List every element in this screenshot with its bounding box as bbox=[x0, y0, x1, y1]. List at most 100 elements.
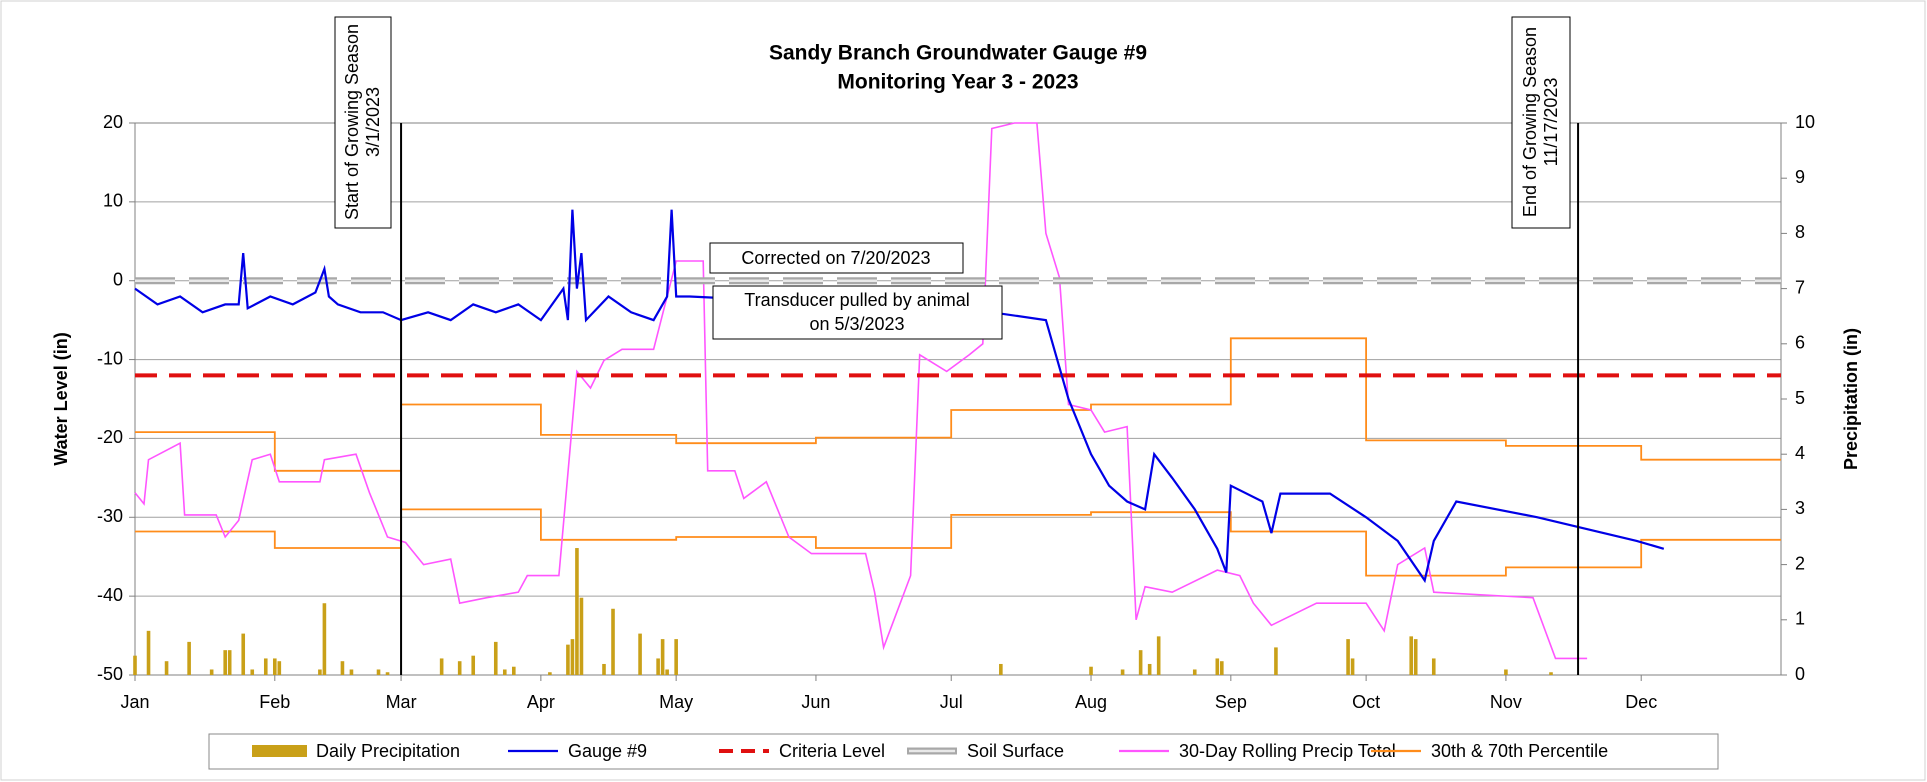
precip-bar bbox=[579, 597, 584, 675]
precip-bar bbox=[665, 669, 669, 675]
y2-tick-label: 6 bbox=[1795, 333, 1805, 353]
y-tick-label: 20 bbox=[103, 112, 123, 132]
y-tick-label: -50 bbox=[97, 664, 123, 684]
y2-tick-label: 8 bbox=[1795, 222, 1805, 242]
precip-bar bbox=[376, 669, 381, 675]
precip-bar bbox=[1192, 669, 1197, 675]
x-tick-label: Nov bbox=[1490, 692, 1522, 712]
precip-bar bbox=[1089, 666, 1093, 675]
precip-bar bbox=[241, 633, 246, 675]
annotation-date: 3/1/2023 bbox=[363, 87, 383, 157]
precip-bar bbox=[674, 639, 678, 675]
precip-bar bbox=[999, 663, 1003, 675]
y2-tick-label: 10 bbox=[1795, 112, 1815, 132]
precip-bar bbox=[1138, 650, 1143, 675]
precip-bar bbox=[187, 641, 191, 675]
precip-bar bbox=[146, 630, 151, 675]
legend-label: 30th & 70th Percentile bbox=[1431, 741, 1608, 761]
x-tick-label: Sep bbox=[1215, 692, 1247, 712]
y2-tick-label: 0 bbox=[1795, 664, 1805, 684]
precip-bar bbox=[385, 672, 390, 675]
y-tick-label: 0 bbox=[113, 269, 123, 289]
precip-bar bbox=[570, 639, 575, 675]
x-tick-label: Aug bbox=[1075, 692, 1107, 712]
precip-bar bbox=[322, 603, 327, 675]
precip-bar bbox=[1431, 658, 1436, 675]
legend-label: Criteria Level bbox=[779, 741, 885, 761]
precip-bar bbox=[512, 666, 516, 675]
precip-bar bbox=[1549, 672, 1553, 675]
precip-bar bbox=[439, 658, 444, 675]
y2-tick-label: 5 bbox=[1795, 388, 1805, 408]
precip-bar bbox=[471, 655, 476, 675]
x-tick-label: Apr bbox=[527, 692, 555, 712]
note-text: Transducer pulled by animal bbox=[744, 290, 969, 310]
y-tick-label: -40 bbox=[97, 585, 123, 605]
precip-bar bbox=[349, 669, 354, 675]
precip-bar bbox=[660, 639, 665, 675]
y-axis-title: Water Level (in) bbox=[51, 332, 71, 465]
precip-bar bbox=[340, 661, 345, 675]
precip-bar bbox=[602, 663, 606, 675]
precip-bar bbox=[575, 548, 579, 675]
precip-bar bbox=[1413, 639, 1418, 675]
precip-bar bbox=[223, 650, 227, 675]
precip-bar bbox=[1220, 661, 1224, 675]
annotation-box bbox=[334, 16, 392, 229]
precip-bar bbox=[272, 658, 277, 675]
precip-bar bbox=[493, 641, 498, 675]
precip-bar bbox=[1120, 669, 1125, 675]
precip-bar bbox=[566, 644, 570, 675]
legend-label: Gauge #9 bbox=[568, 741, 647, 761]
precip-bar bbox=[1409, 636, 1414, 675]
y-tick-label: 10 bbox=[103, 191, 123, 211]
series-line bbox=[134, 209, 1665, 584]
plot-frame bbox=[134, 122, 1782, 676]
note-box bbox=[709, 242, 964, 274]
precip-bar bbox=[318, 669, 322, 675]
precip-bar bbox=[1504, 669, 1508, 675]
y-tick-label: -30 bbox=[97, 506, 123, 526]
precip-bar bbox=[133, 655, 137, 675]
x-tick-label: May bbox=[659, 692, 693, 712]
precip-bar bbox=[1215, 658, 1220, 675]
precip-bar bbox=[1350, 658, 1355, 675]
y2-axis-title: Precipitation (in) bbox=[1841, 328, 1861, 470]
precip-bar bbox=[227, 650, 232, 675]
y2-tick-label: 1 bbox=[1795, 609, 1805, 629]
legend-label: Daily Precipitation bbox=[316, 741, 460, 761]
precip-bar bbox=[1346, 639, 1350, 675]
precip-bar bbox=[1156, 636, 1161, 675]
x-tick-label: Oct bbox=[1352, 692, 1380, 712]
note-text: Corrected on 7/20/2023 bbox=[741, 248, 930, 268]
precip-bar bbox=[502, 669, 507, 675]
precip-bar bbox=[1274, 647, 1278, 675]
legend-swatch bbox=[252, 745, 307, 757]
x-tick-label: Jul bbox=[940, 692, 963, 712]
x-tick-label: Mar bbox=[386, 692, 417, 712]
precip-bar bbox=[611, 608, 615, 675]
precip-bar bbox=[277, 661, 282, 675]
series-line bbox=[134, 122, 1588, 660]
legend-label: 30-Day Rolling Precip Total bbox=[1179, 741, 1396, 761]
y2-tick-label: 4 bbox=[1795, 443, 1805, 463]
precip-bar bbox=[250, 669, 255, 675]
precip-bar bbox=[548, 672, 552, 675]
x-tick-label: Jun bbox=[801, 692, 830, 712]
y2-tick-label: 7 bbox=[1795, 277, 1805, 297]
x-tick-label: Dec bbox=[1625, 692, 1657, 712]
annotation-date: 11/17/2023 bbox=[1541, 78, 1561, 167]
note-text: on 5/3/2023 bbox=[809, 314, 904, 334]
y-tick-label: -20 bbox=[97, 427, 123, 447]
precip-bar bbox=[656, 658, 660, 675]
y2-tick-label: 3 bbox=[1795, 498, 1805, 518]
precip-bar bbox=[263, 658, 268, 675]
chart-subtitle: Monitoring Year 3 - 2023 bbox=[837, 71, 1078, 94]
y-tick-label: -10 bbox=[97, 348, 123, 368]
precip-bar bbox=[164, 661, 169, 675]
annotation-text: Start of Growing Season bbox=[342, 24, 362, 220]
precip-bar bbox=[457, 661, 462, 675]
y2-tick-label: 2 bbox=[1795, 553, 1805, 573]
